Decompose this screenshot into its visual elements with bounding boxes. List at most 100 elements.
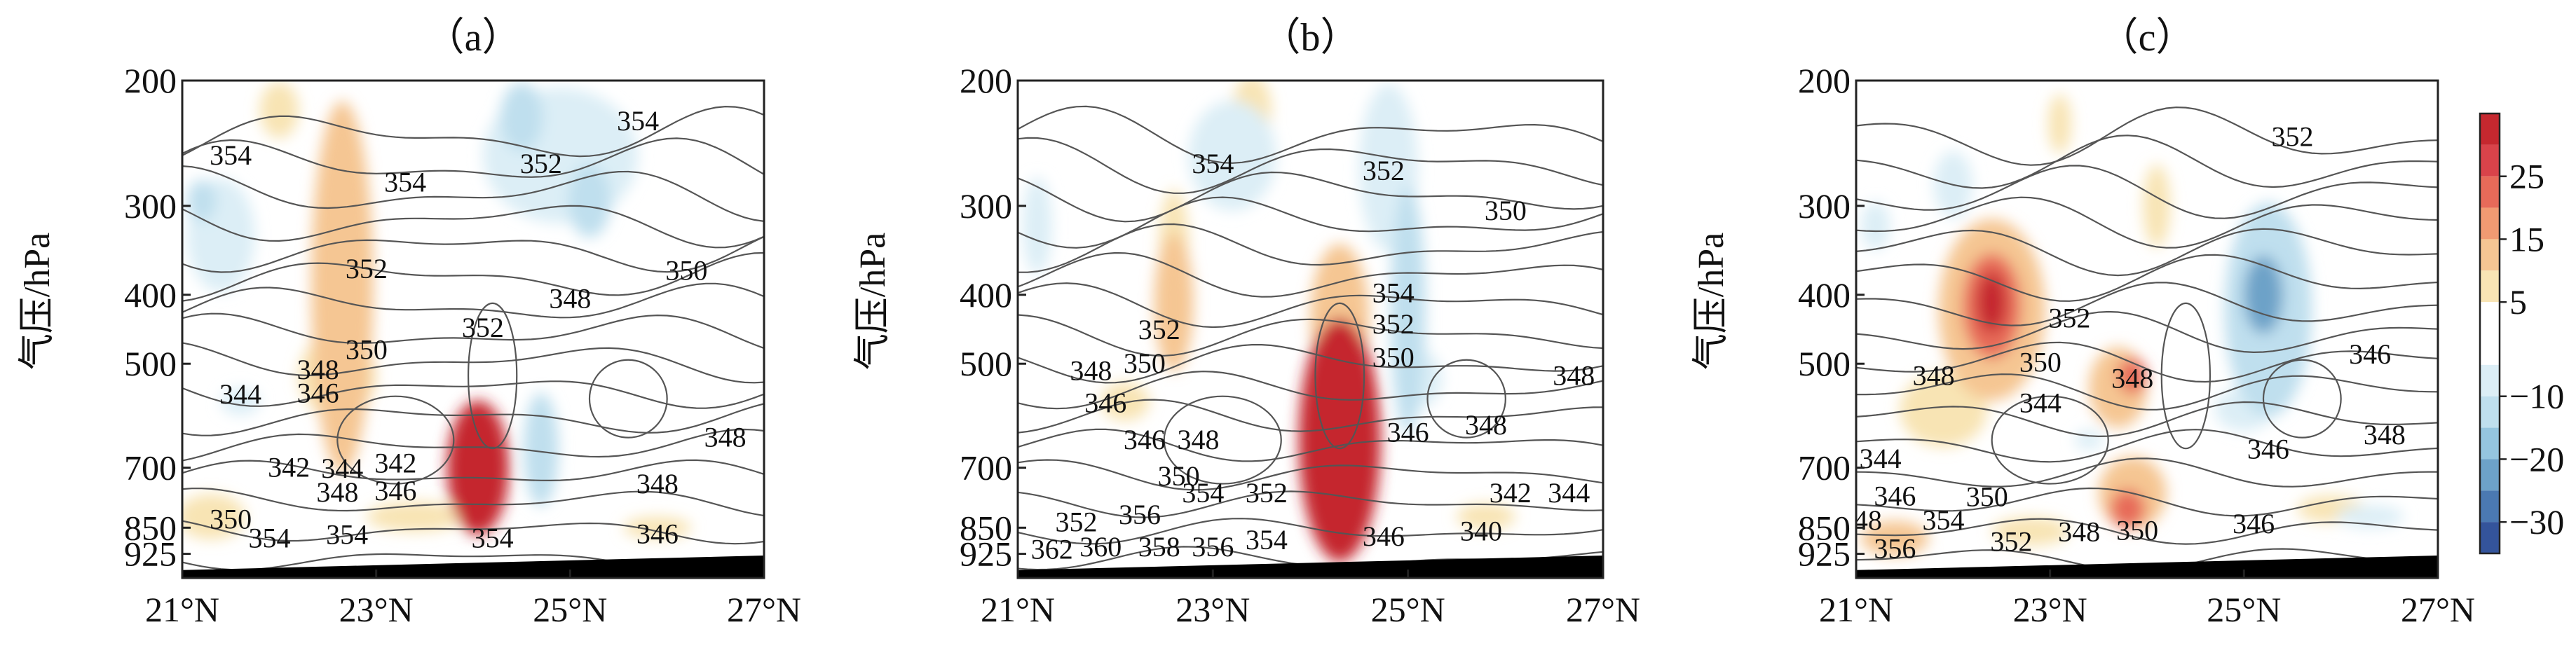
contour-label: 348: [2111, 363, 2153, 394]
terrain: [1018, 556, 1603, 578]
colorbar-tick-label: 5: [2509, 282, 2527, 322]
contour-line: [182, 105, 764, 158]
shading-anomaly: [186, 179, 217, 222]
contour-label: 348: [1070, 355, 1112, 387]
contour-label: 350: [1124, 347, 1166, 379]
contour-line: [1018, 490, 1603, 518]
axes-frame: [181, 79, 765, 579]
contour-label: 348: [1840, 504, 1882, 536]
contour-label: 340: [1460, 515, 1502, 546]
x-tick-label: 21°N: [145, 590, 219, 629]
contour-line: [1856, 341, 2438, 383]
contour-line: [182, 520, 764, 545]
contour-label: 348: [1553, 360, 1595, 392]
contour-line: [182, 205, 764, 249]
contour-label: 346: [2233, 508, 2275, 539]
y-axis-label: 气压/hPa: [1691, 233, 1731, 370]
y-tick-label: 500: [960, 344, 1012, 383]
contour-label: 352: [1372, 308, 1415, 340]
contour-label: 350: [2019, 346, 2062, 378]
shading-anomaly: [500, 82, 543, 152]
y-axis-label: 气压/hPa: [853, 233, 893, 370]
shading-anomaly: [259, 81, 299, 139]
shading-anomaly: [1298, 318, 1381, 563]
contour-label: 350: [210, 504, 252, 535]
contour-label: 352: [1138, 314, 1180, 345]
shading-anomaly: [1457, 503, 1515, 530]
y-tick-label: 850: [124, 508, 177, 547]
shading-anomaly: [447, 400, 510, 535]
contour-line: [1018, 105, 1603, 164]
shading-anomaly: [2118, 358, 2147, 394]
y-tick-label: 500: [124, 344, 177, 383]
y-tick-label: 300: [124, 186, 177, 226]
contour-label: 352: [1363, 155, 1405, 186]
contour-line: [182, 428, 764, 462]
contour-label: 348: [549, 282, 591, 314]
contour-label: 348: [316, 476, 358, 508]
contour-label: 348: [704, 422, 747, 453]
terrain: [1856, 556, 2438, 578]
contour-label: 350: [1485, 195, 1527, 226]
axes-frame: [1855, 79, 2439, 579]
contour-loop: [1991, 395, 2109, 485]
contour-loop: [1314, 302, 1365, 450]
colorbar-segment: [2480, 427, 2500, 460]
shading-anomaly: [1390, 186, 1426, 434]
contour-line: [182, 459, 764, 482]
shading-anomaly: [221, 387, 260, 415]
colorbar-tick-label: −30: [2509, 502, 2564, 542]
shading-anomaly: [523, 392, 559, 506]
shading-anomaly: [2047, 94, 2072, 153]
contour-label: 344: [1860, 443, 1902, 474]
colorbar-tick-label: −20: [2509, 439, 2564, 478]
colorbar-segment: [2480, 176, 2500, 208]
y-axis-label: 气压/hPa: [18, 233, 57, 370]
shading-anomaly: [2143, 164, 2171, 248]
contour-line: [1018, 518, 1603, 545]
colorbar-frame: [2479, 112, 2501, 555]
x-tick-label: 27°N: [2401, 590, 2475, 629]
y-tick-label: 200: [960, 61, 1012, 100]
contour-label: 346: [1387, 417, 1429, 448]
contour-line: [1856, 401, 2438, 438]
contour-loop: [2262, 359, 2342, 439]
colorbar-segment: [2480, 207, 2500, 240]
contour-line: [1856, 196, 2438, 249]
contour-label: 348: [1913, 360, 1955, 392]
panel-title: （b）: [1262, 16, 1360, 60]
contour-label: 354: [326, 519, 368, 551]
contour-label: 348: [1177, 424, 1219, 455]
colorbar-segment: [2480, 270, 2500, 303]
colorbar-segment: [2480, 459, 2500, 491]
x-tick-label: 23°N: [339, 590, 414, 629]
contour-label: 354: [249, 523, 291, 554]
colorbar-segment: [2480, 144, 2500, 177]
contour-line: [1018, 282, 1603, 329]
y-tick-label: 700: [124, 448, 177, 488]
contour-label: 342: [268, 452, 310, 483]
contour-label: 350: [1966, 481, 2008, 513]
contour-label: 344: [219, 378, 261, 410]
contour-label: 342: [374, 447, 416, 478]
y-tick-label: 925: [124, 535, 177, 574]
y-tick-label: 700: [1798, 448, 1851, 488]
contour-line: [1856, 457, 2438, 488]
contour-label: 354: [617, 105, 659, 137]
contour-line: [1856, 518, 2438, 545]
contour-label: 348: [2058, 516, 2100, 547]
contour-label: 354: [472, 523, 514, 554]
contour-label: 346: [636, 518, 679, 550]
y-tick-label: 300: [960, 186, 1012, 226]
contour-label: 350: [665, 254, 707, 286]
contour-line: [1018, 251, 1603, 298]
contour-line: [182, 312, 764, 350]
shading-anomaly: [1900, 372, 1987, 448]
contour-label: 346: [1084, 387, 1126, 418]
contour-line: [1018, 137, 1603, 194]
shading-anomaly: [1860, 201, 1890, 250]
contour-label: 344: [2019, 387, 2062, 418]
contour-label: 356: [1119, 499, 1161, 530]
